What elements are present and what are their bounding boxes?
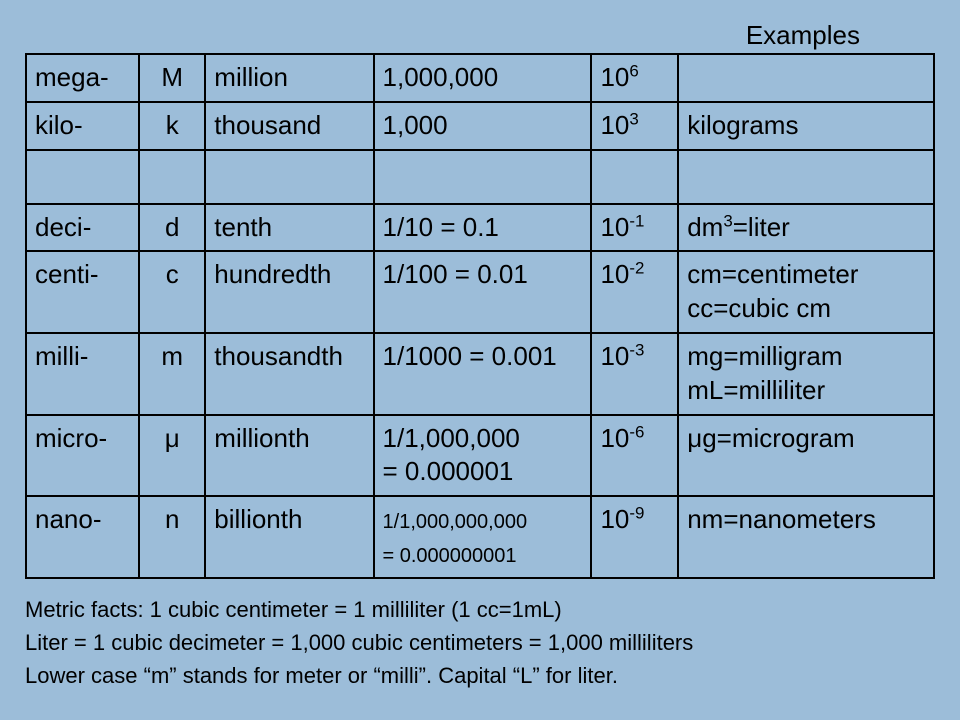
- cell-value: 1/100 = 0.01: [374, 251, 592, 333]
- cell-exponent: 10-2: [591, 251, 678, 333]
- cell-example: μg=microgram: [678, 415, 934, 497]
- cell-exponent: 10-6: [591, 415, 678, 497]
- cell-prefix: deci-: [26, 204, 139, 252]
- cell-value: 1,000,000: [374, 54, 592, 102]
- cell-prefix: centi-: [26, 251, 139, 333]
- cell-example: [678, 54, 934, 102]
- table-row: centi- c hundredth 1/100 = 0.01 10-2 cm=…: [26, 251, 934, 333]
- cell-empty: [374, 150, 592, 204]
- cell-example: mg=milligrammL=milliliter: [678, 333, 934, 415]
- table-row-empty: [26, 150, 934, 204]
- page: Examples mega- M million 1,000,000 106 k…: [0, 0, 960, 720]
- cell-value: 1/10 = 0.1: [374, 204, 592, 252]
- cell-value: 1,000: [374, 102, 592, 150]
- cell-example: kilograms: [678, 102, 934, 150]
- table-row: micro- μ millionth 1/1,000,000= 0.000001…: [26, 415, 934, 497]
- cell-exponent: 106: [591, 54, 678, 102]
- metric-facts: Metric facts: 1 cubic centimeter = 1 mil…: [25, 593, 935, 692]
- table-row: milli- m thousandth 1/1000 = 0.001 10-3 …: [26, 333, 934, 415]
- table-row: deci- d tenth 1/10 = 0.1 10-1 dm3=liter: [26, 204, 934, 252]
- cell-exponent: 10-3: [591, 333, 678, 415]
- cell-word: hundredth: [205, 251, 373, 333]
- cell-prefix: micro-: [26, 415, 139, 497]
- cell-example: nm=nanometers: [678, 496, 934, 578]
- fact-line: Liter = 1 cubic decimeter = 1,000 cubic …: [25, 626, 935, 659]
- table-row: kilo- k thousand 1,000 103 kilograms: [26, 102, 934, 150]
- cell-example: cm=centimetercc=cubic cm: [678, 251, 934, 333]
- cell-exponent: 103: [591, 102, 678, 150]
- cell-word: millionth: [205, 415, 373, 497]
- cell-value: 1/1000 = 0.001: [374, 333, 592, 415]
- cell-empty: [139, 150, 205, 204]
- cell-symbol: c: [139, 251, 205, 333]
- cell-value: 1/1,000,000= 0.000001: [374, 415, 592, 497]
- cell-empty: [205, 150, 373, 204]
- cell-empty: [26, 150, 139, 204]
- cell-value: 1/1,000,000,000= 0.000000001: [374, 496, 592, 578]
- cell-word: thousandth: [205, 333, 373, 415]
- cell-word: million: [205, 54, 373, 102]
- cell-symbol: d: [139, 204, 205, 252]
- cell-prefix: mega-: [26, 54, 139, 102]
- cell-symbol: μ: [139, 415, 205, 497]
- examples-heading: Examples: [0, 20, 960, 51]
- cell-word: tenth: [205, 204, 373, 252]
- table-row: nano- n billionth 1/1,000,000,000= 0.000…: [26, 496, 934, 578]
- cell-word: thousand: [205, 102, 373, 150]
- cell-prefix: nano-: [26, 496, 139, 578]
- cell-empty: [678, 150, 934, 204]
- cell-word: billionth: [205, 496, 373, 578]
- cell-symbol: n: [139, 496, 205, 578]
- table-row: mega- M million 1,000,000 106: [26, 54, 934, 102]
- cell-symbol: m: [139, 333, 205, 415]
- cell-example: dm3=liter: [678, 204, 934, 252]
- cell-prefix: milli-: [26, 333, 139, 415]
- fact-line: Metric facts: 1 cubic centimeter = 1 mil…: [25, 593, 935, 626]
- prefix-table: mega- M million 1,000,000 106 kilo- k th…: [25, 53, 935, 579]
- cell-prefix: kilo-: [26, 102, 139, 150]
- cell-empty: [591, 150, 678, 204]
- cell-exponent: 10-1: [591, 204, 678, 252]
- fact-line: Lower case “m” stands for meter or “mill…: [25, 659, 935, 692]
- cell-exponent: 10-9: [591, 496, 678, 578]
- cell-symbol: k: [139, 102, 205, 150]
- cell-symbol: M: [139, 54, 205, 102]
